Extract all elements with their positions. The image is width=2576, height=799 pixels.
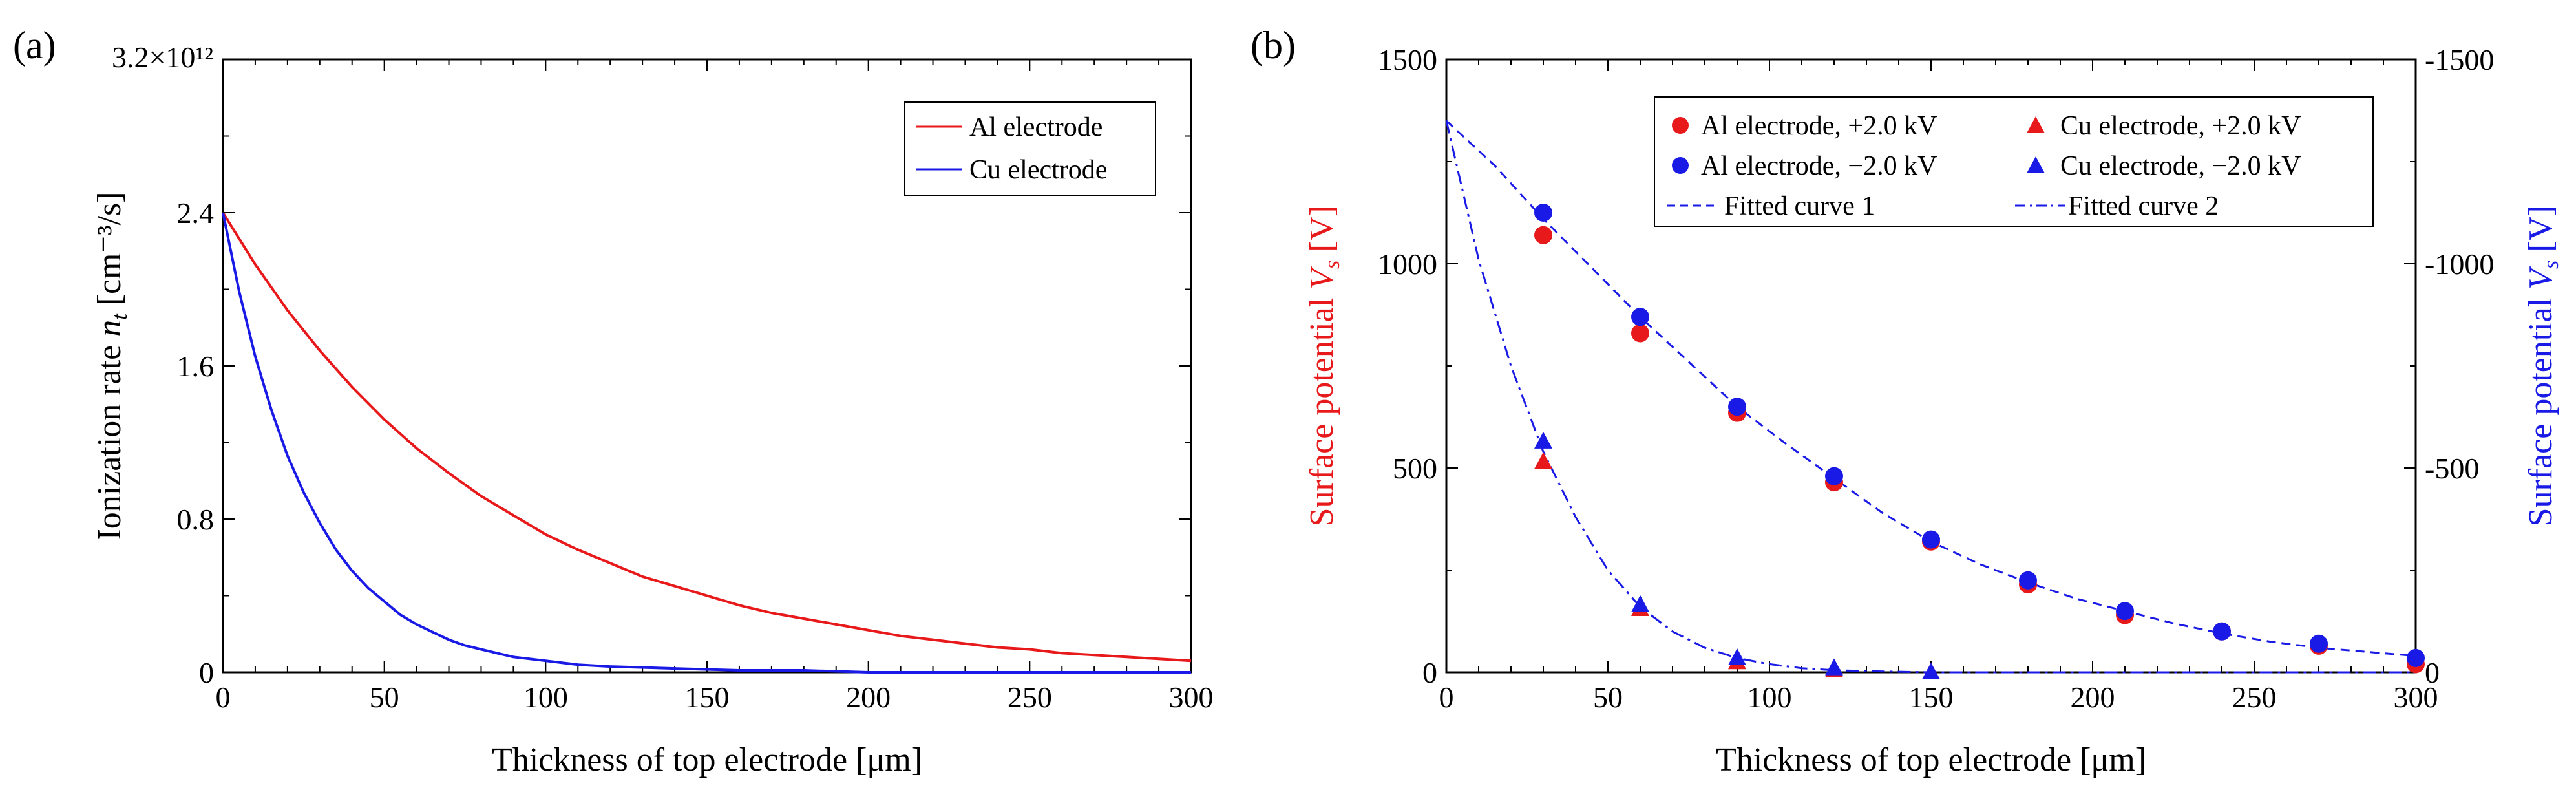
panel-b-right-y-tick-label: -1000: [2425, 248, 2494, 281]
panel-a-y-tick-label: 0.8: [177, 503, 215, 536]
panel-a-y-axis-title: Ionization rate nt [cm⁻³/s]: [91, 191, 132, 540]
panel-b-right-y-tick-label: -1500: [2425, 43, 2494, 76]
legend-cu-plus-label: Cu electrode, +2.0 kV: [2060, 111, 2301, 141]
panel-b-left-y-axis-title: Surface potential Vs [V]: [1304, 206, 1344, 527]
point-al-electrode-2-0-kv: [1631, 324, 1649, 343]
point-cu-electrode-2-0-kv: [1922, 663, 1940, 679]
legend-cu-minus-marker: [2027, 156, 2045, 173]
panel-a-legend-box: [904, 101, 1156, 196]
panel-a-tick-labels: 0 50 100 150 200 250 300 0 0.8 1.6 2.4: [177, 197, 1214, 714]
legend-al-plus-label: Al electrode, +2.0 kV: [1701, 111, 1937, 141]
panel-a-y-tick-label: 1.6: [177, 350, 215, 383]
point-al-electrode-2-0-kv: [2019, 571, 2037, 590]
panel-a-x-axis-title: Thickness of top electrode [μm]: [492, 741, 922, 778]
point-cu-electrode-2-0-kv: [1534, 431, 1552, 449]
legend-al-electrode-label: Al electrode: [969, 112, 1103, 142]
series-fitted-curve-2: [1445, 120, 2416, 674]
point-al-electrode-2-0-kv: [2213, 622, 2231, 641]
panel-b-right-y-tick-label: -500: [2425, 452, 2479, 485]
panel-a-x-tick-label: 150: [685, 681, 730, 714]
panel-b-left-y-tick-label: 1000: [1378, 248, 1437, 281]
panel-b-legend-box: [1654, 96, 2374, 227]
legend-fitted-curve-1-label: Fitted curve 1: [1724, 191, 1875, 221]
point-al-electrode-2-0-kv: [1631, 308, 1649, 326]
legend-al-minus-label: Al electrode, −2.0 kV: [1701, 151, 1937, 181]
panel-a-y-tick-label: 2.4: [177, 197, 215, 229]
point-cu-electrode-2-0-kv: [1825, 658, 1843, 676]
legend-al-minus-marker: [1672, 157, 1689, 174]
panel-b-x-tick-label: 100: [1747, 681, 1792, 714]
panel-a-x-tick-label: 200: [846, 681, 891, 714]
panel-b-left-y-tick-label: 0: [1422, 656, 1437, 689]
point-al-electrode-2-0-kv: [1534, 226, 1552, 244]
panel-a-y-tick-label: 0: [199, 656, 214, 689]
panel-b-x-tick-label: 300: [2394, 681, 2438, 714]
point-al-electrode-2-0-kv: [1922, 530, 1940, 549]
panel-b-x-tick-label: 200: [2071, 681, 2115, 714]
panel-a-legend: Al electrode Cu electrode: [904, 101, 1156, 196]
panel-a-x-tick-label: 300: [1169, 681, 1214, 714]
legend-al-plus-marker: [1672, 117, 1689, 134]
panel-a-x-tick-label: 0: [216, 681, 231, 714]
panel-b-legend: Al electrode, +2.0 kV Cu electrode, +2.0…: [1654, 96, 2374, 227]
point-cu-electrode-2-0-kv: [1728, 648, 1746, 665]
series-al-electrode: [222, 211, 1192, 663]
point-al-electrode-2-0-kv: [1534, 204, 1552, 222]
panel-a-x-tick-label: 250: [1008, 681, 1052, 714]
panel-b-x-tick-label: 150: [1909, 681, 1954, 714]
legend-fitted-curve-2-label: Fitted curve 2: [2068, 191, 2219, 221]
point-al-electrode-2-0-kv: [1825, 467, 1843, 485]
panel-b-x-tick-label: 250: [2232, 681, 2277, 714]
panel-b-x-tick-label: 50: [1593, 681, 1623, 714]
panel-b-right-y-axis-title: Surface potential Vs [V]: [2522, 206, 2563, 527]
legend-cu-electrode-label: Cu electrode: [969, 155, 1107, 185]
legend-cu-plus-marker: [2027, 116, 2045, 133]
panel-a-series: [222, 211, 1192, 674]
panel-b-left-y-tick-label: 500: [1393, 452, 1437, 485]
panel-a-x-tick-label: 100: [523, 681, 568, 714]
panel-b: (b) 0 50 100 150 200 250 3000500100015000-500-…: [1251, 24, 2563, 778]
panel-b-right-y-tick-label: 0: [2425, 656, 2440, 689]
point-cu-electrode-2-0-kv: [1631, 595, 1649, 612]
point-al-electrode-2-0-kv: [2116, 602, 2134, 621]
point-al-electrode-2-0-kv: [2310, 634, 2328, 653]
panel-b-data-points: [1534, 204, 2425, 679]
legend-cu-minus-label: Cu electrode, −2.0 kV: [2060, 151, 2301, 181]
panel-b-tick-labels: 0 50 100 150 200 250 3000500100015000-500-1000…: [1378, 43, 2494, 714]
panel-b-x-tick-label: 0: [1439, 681, 1454, 714]
point-al-electrode-2-0-kv: [2407, 648, 2425, 667]
point-cu-electrode-2-0-kv: [1534, 452, 1552, 469]
panel-b-x-axis-title: Thickness of top electrode [μm]: [1716, 741, 2146, 778]
panel-a-x-tick-label: 50: [370, 681, 399, 714]
panel-a: (a) 0 50 100 150 200 250 300 0 0.8 1.6 2.4 3.2×10¹…: [13, 24, 1214, 778]
series-cu-electrode: [222, 212, 1191, 674]
panel-a-label: (a): [13, 24, 56, 67]
panel-a-ymax-label: 3.2×10¹²: [112, 41, 213, 74]
panel-b-label: (b): [1251, 24, 1296, 67]
panel-b-left-y-tick-label: 1500: [1378, 43, 1437, 76]
point-al-electrode-2-0-kv: [1728, 398, 1746, 416]
